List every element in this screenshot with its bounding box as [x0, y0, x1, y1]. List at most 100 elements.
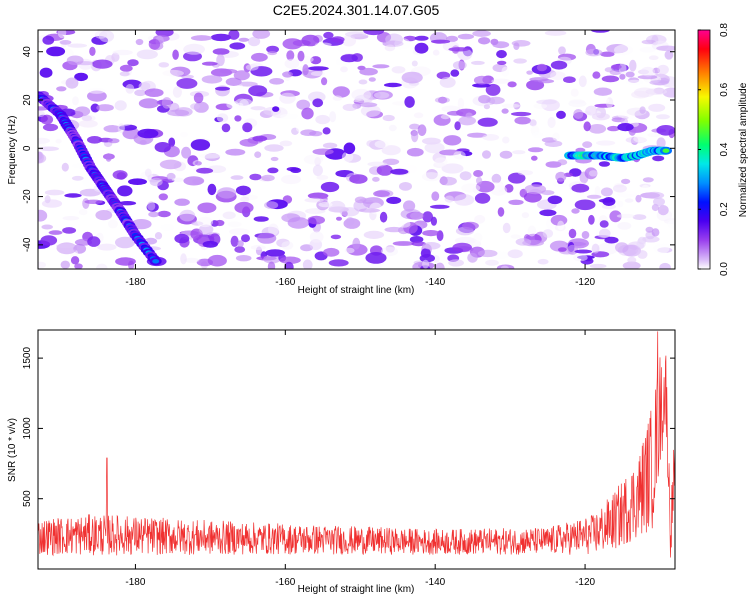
heatmap-noise-blob [239, 138, 259, 147]
heatmap-noise-blob [657, 205, 669, 216]
heatmap-noise-blob [521, 212, 530, 219]
heatmap-noise-blob [478, 94, 491, 104]
heatmap-noise-blob [403, 200, 416, 212]
heatmap-noise-blob [267, 51, 278, 56]
heatmap-noise-blob [373, 91, 390, 99]
heatmap-noise-blob [568, 100, 587, 108]
heatmap-noise-blob [629, 59, 637, 72]
heatmap-noise-blob [552, 132, 560, 141]
heatmap-noise-blob [573, 254, 588, 262]
heatmap-noise-blob [386, 196, 402, 204]
heatmap-noise-blob [312, 98, 324, 108]
heatmap-noise-blob [40, 114, 54, 125]
heatmap-noise-blob [388, 124, 397, 132]
heatmap-noise-blob [216, 54, 225, 67]
heatmap-noise-blob [612, 184, 627, 193]
heatmap-noise-blob [250, 106, 266, 111]
heatmap-noise-blob [599, 220, 609, 228]
heatmap-noise-blob [547, 195, 563, 205]
heatmap-noise-blob [249, 173, 262, 181]
heatmap-noise-blob [279, 92, 296, 104]
heatmap-noise-blob [328, 259, 349, 267]
heatmap-noise-blob [497, 60, 507, 65]
heatmap-noise-blob [510, 234, 521, 239]
heatmap-noise-blob [230, 175, 244, 180]
heatmap-noise-blob [264, 201, 279, 210]
heatmap-noise-blob [119, 64, 133, 72]
heatmap-noise-blob [491, 173, 502, 184]
heatmap-noise-blob [636, 238, 646, 249]
heatmap-noise-blob [507, 172, 526, 184]
heatmap-y-label: Frequency (Hz) [7, 116, 18, 185]
heatmap-noise-blob [227, 221, 242, 228]
heatmap-noise-blob [642, 177, 654, 183]
heatmap-noise-blob [157, 210, 171, 218]
heatmap-noise-blob [144, 168, 152, 178]
heatmap-noise-blob [472, 83, 491, 88]
heatmap-noise-blob [667, 220, 675, 229]
x-tick-label: -120 [575, 277, 595, 288]
heatmap-noise-blob [228, 30, 240, 40]
heatmap-noise-blob [44, 195, 51, 204]
heatmap-noise-blob [174, 198, 190, 206]
heatmap-noise-blob [599, 228, 611, 238]
heatmap-noise-blob [226, 100, 239, 109]
heatmap-noise-blob [307, 215, 325, 225]
heatmap-noise-blob [98, 30, 115, 43]
heatmap-noise-blob [571, 183, 590, 193]
heatmap-noise-blob [641, 184, 650, 194]
heatmap-noise-blob [219, 68, 238, 74]
heatmap-noise-blob [457, 33, 474, 40]
heatmap-noise-blob [659, 262, 671, 269]
heatmap-noise-blob [337, 46, 344, 52]
heatmap-noise-blob [56, 243, 75, 249]
heatmap-noise-blob [329, 111, 337, 123]
heatmap-noise-blob [360, 105, 381, 117]
heatmap-noise-blob [147, 201, 156, 211]
colorbar-tick-label: 0.0 [719, 262, 730, 276]
heatmap-noise-blob [645, 191, 665, 199]
heatmap-noise-blob [459, 171, 472, 181]
heatmap-noise-blob [304, 197, 324, 203]
heatmap-noise-blob [112, 170, 128, 180]
heatmap-noise-blob [241, 234, 250, 243]
y-tick-label: -20 [22, 189, 33, 204]
heatmap-noise-blob [583, 121, 591, 132]
heatmap-noise-blob [639, 106, 646, 114]
heatmap-noise-blob [456, 200, 466, 206]
heatmap-noise-blob [533, 103, 548, 109]
heatmap-noise-blob [439, 76, 456, 88]
heatmap-noise-blob [574, 249, 593, 254]
heatmap-noise-blob [610, 64, 622, 70]
heatmap-noise-blob [424, 142, 445, 154]
heatmap-noise-blob [391, 66, 406, 74]
heatmap-noise-blob [414, 35, 429, 41]
heatmap-noise-blob [359, 102, 378, 108]
heatmap-noise-blob [411, 241, 427, 247]
heatmap-noise-blob [384, 44, 396, 52]
heatmap-noise-blob [652, 155, 665, 162]
heatmap-noise-blob [501, 66, 510, 77]
heatmap-noise-blob [471, 60, 485, 65]
heatmap-noise-blob [617, 123, 634, 132]
heatmap-noise-blob [657, 64, 669, 75]
heatmap-noise-blob [344, 247, 355, 254]
heatmap-noise-blob [89, 46, 96, 57]
heatmap-noise-blob [616, 213, 636, 219]
heatmap-noise-blob [257, 232, 277, 244]
snr-x-ticks: -180 -160 -140 -120 [125, 330, 596, 588]
heatmap-noise-blob [74, 263, 83, 269]
heatmap-noise-blob [300, 129, 317, 136]
heatmap-noise-blob [462, 221, 479, 230]
heatmap-noise-blob [571, 208, 580, 214]
heatmap-noise-blob [653, 243, 670, 254]
heatmap-noise-blob [376, 164, 393, 176]
heatmap-noise-blob [174, 233, 190, 244]
snr-frame [37, 329, 676, 570]
heatmap-noise-blob [536, 99, 557, 105]
heatmap-noise-blob [201, 75, 223, 84]
heatmap-noise-blob [422, 242, 441, 250]
heatmap-noise-blob [561, 36, 570, 44]
x-tick-label: -160 [275, 277, 295, 288]
